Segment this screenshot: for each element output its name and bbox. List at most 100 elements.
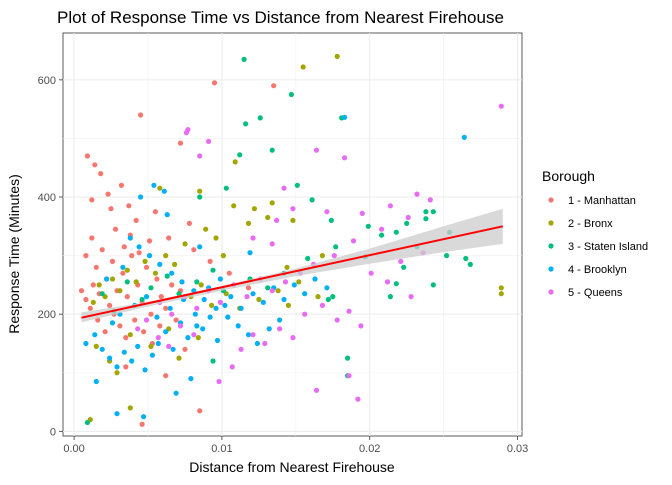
- data-point: [120, 264, 126, 270]
- data-point: [274, 217, 280, 223]
- data-point: [334, 53, 340, 60]
- data-point: [194, 323, 200, 329]
- data-point: [291, 282, 297, 288]
- data-point: [155, 335, 161, 341]
- data-point: [346, 373, 352, 379]
- data-point: [127, 405, 133, 411]
- data-point: [245, 332, 252, 338]
- data-point: [179, 279, 185, 285]
- data-point: [313, 387, 320, 393]
- data-point: [269, 241, 275, 247]
- data-point: [188, 376, 194, 382]
- data-point: [359, 210, 365, 216]
- data-point: [281, 185, 287, 191]
- data-point: [427, 197, 433, 203]
- data-point: [142, 258, 148, 264]
- data-point: [83, 296, 89, 303]
- data-point: [245, 285, 252, 291]
- data-point: [209, 302, 215, 308]
- data-point: [387, 294, 393, 300]
- data-point: [232, 159, 238, 165]
- data-point: [99, 291, 105, 297]
- data-point: [404, 220, 410, 226]
- data-point: [313, 147, 320, 153]
- data-point: [127, 235, 133, 241]
- data-point: [84, 153, 90, 159]
- data-point: [149, 352, 155, 358]
- data-point: [296, 279, 302, 285]
- legend-key-2: [548, 220, 554, 226]
- data-point: [183, 130, 189, 136]
- data-point: [302, 311, 308, 317]
- data-point: [467, 261, 473, 267]
- data-point: [186, 220, 192, 226]
- data-point: [146, 238, 153, 244]
- y-tick-label: 400: [38, 192, 56, 204]
- data-point: [148, 311, 154, 317]
- data-point: [124, 279, 130, 285]
- data-point: [216, 378, 222, 385]
- data-point: [358, 323, 364, 329]
- data-point: [133, 279, 139, 285]
- data-point: [93, 378, 99, 385]
- data-point: [277, 326, 283, 332]
- legend-label-1: 1 - Manhattan: [568, 195, 636, 207]
- data-point: [217, 276, 223, 282]
- data-point: [132, 317, 138, 323]
- data-point: [197, 244, 203, 250]
- data-point: [112, 226, 119, 232]
- data-point: [285, 302, 291, 308]
- trend-line: [81, 225, 503, 319]
- data-point: [498, 291, 504, 297]
- legend-label-4: 4 - Brooklyn: [568, 264, 627, 276]
- data-point: [243, 121, 249, 127]
- data-point: [393, 281, 399, 287]
- y-axis-title: Response Time (Minutes): [6, 174, 22, 334]
- legend-label-2: 2 - Bronx: [568, 218, 613, 230]
- data-point: [152, 270, 158, 276]
- data-point: [157, 323, 163, 329]
- data-point: [333, 244, 339, 250]
- y-tick-label: 200: [38, 309, 56, 321]
- data-point: [290, 206, 296, 212]
- data-point: [266, 326, 272, 332]
- data-point: [290, 335, 296, 341]
- data-point: [213, 235, 219, 241]
- data-point: [210, 358, 216, 364]
- data-point: [117, 288, 123, 294]
- data-point: [282, 279, 289, 285]
- data-point: [269, 288, 275, 294]
- data-point: [319, 302, 325, 308]
- data-point: [379, 226, 385, 232]
- data-point: [90, 282, 96, 288]
- data-point: [330, 294, 336, 300]
- data-point: [146, 253, 153, 259]
- data-point: [238, 305, 244, 311]
- data-point: [408, 294, 414, 300]
- data-point: [83, 253, 89, 259]
- data-point: [319, 253, 325, 259]
- y-tick-label: 600: [38, 75, 56, 87]
- data-point: [135, 343, 141, 349]
- data-point: [302, 291, 308, 297]
- data-point: [121, 349, 127, 355]
- data-point: [170, 346, 176, 352]
- data-point: [98, 171, 104, 177]
- data-point: [109, 276, 116, 282]
- series-2-points: [87, 53, 504, 423]
- data-point: [223, 185, 229, 191]
- data-point: [129, 253, 135, 259]
- data-point: [217, 299, 223, 305]
- data-point: [152, 209, 158, 215]
- data-point: [345, 355, 351, 361]
- data-point: [177, 323, 184, 329]
- data-point: [260, 299, 266, 305]
- data-point: [138, 112, 144, 118]
- data-point: [461, 134, 467, 140]
- data-point: [269, 147, 275, 153]
- data-point: [93, 264, 99, 270]
- data-point: [141, 329, 147, 335]
- data-point: [173, 317, 179, 323]
- data-point: [254, 340, 260, 347]
